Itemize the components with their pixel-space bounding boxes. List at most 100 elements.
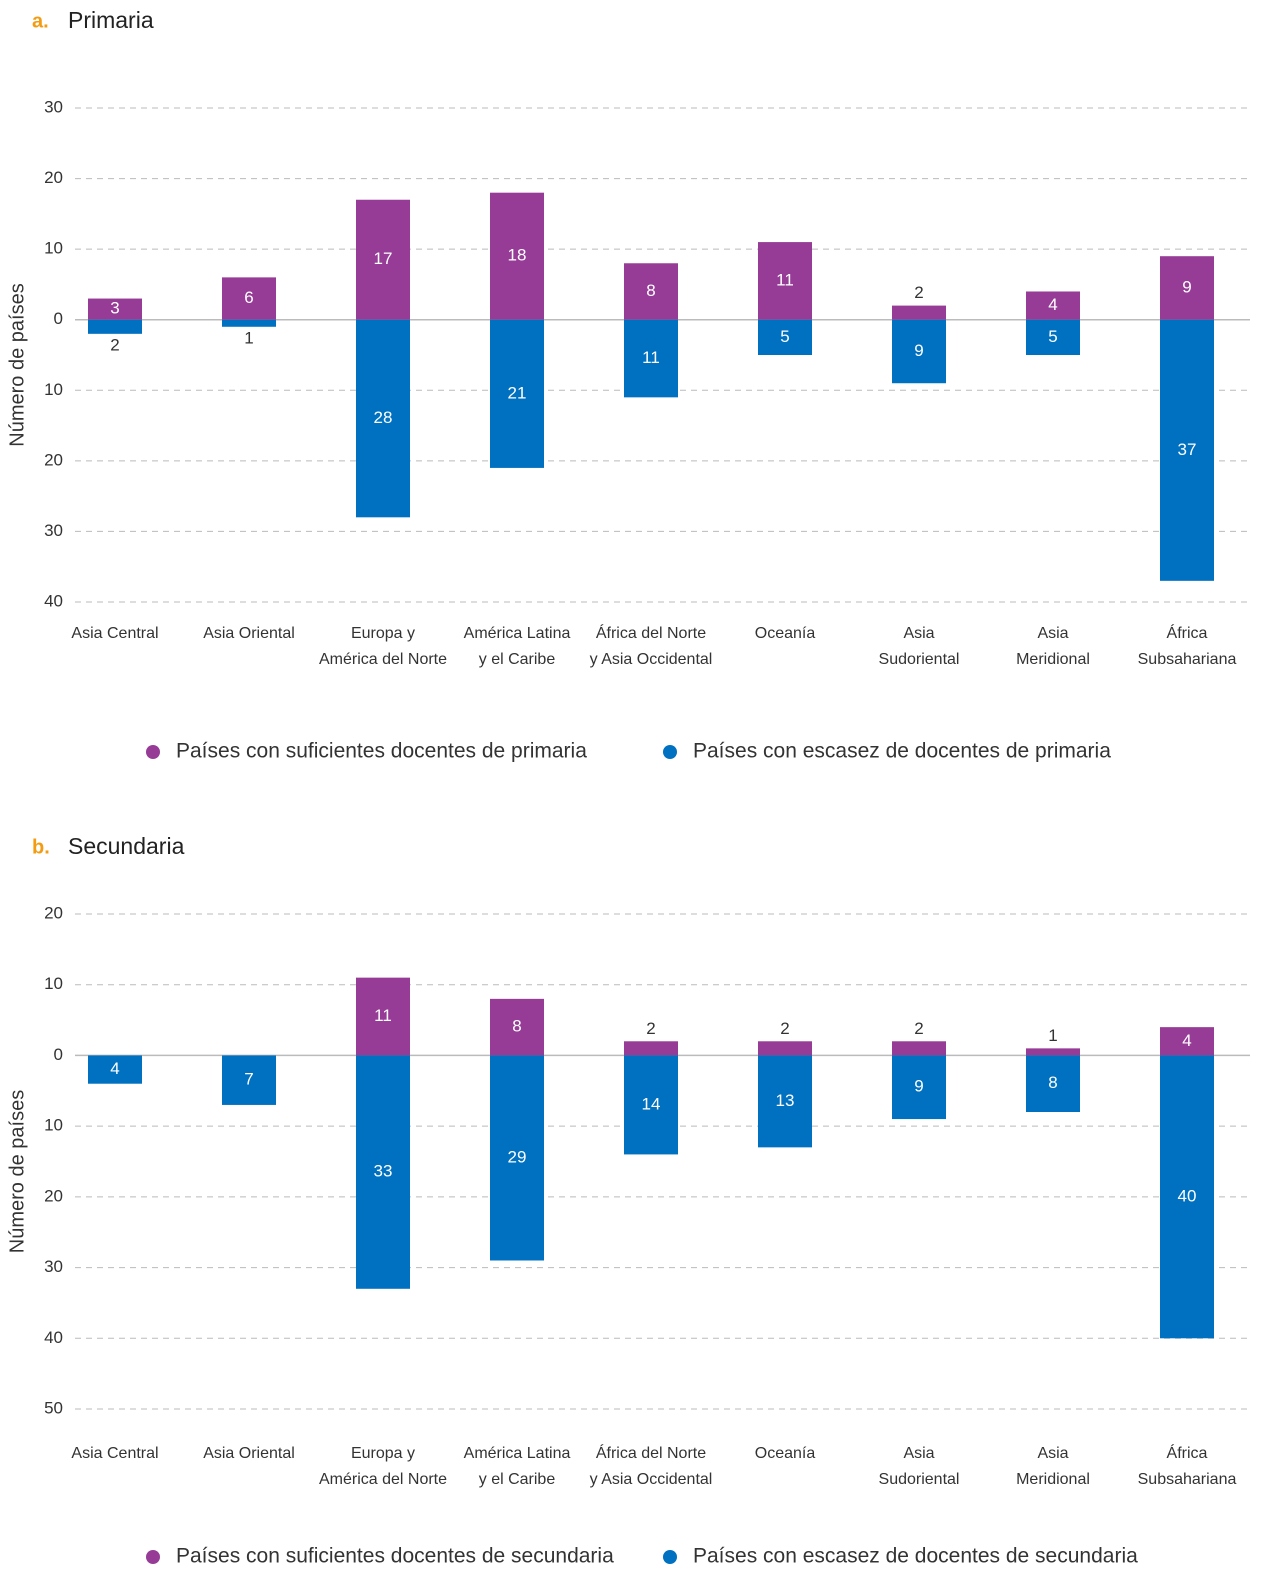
value-label: 5 [780, 327, 789, 346]
bar [1160, 1027, 1214, 1056]
x-tick-label: y el Caribe [479, 1471, 556, 1488]
value-label: 33 [374, 1162, 393, 1181]
value-label: 29 [508, 1147, 527, 1166]
x-tick-label: Asia Oriental [203, 1445, 295, 1462]
bar [1026, 1048, 1080, 1056]
y-axis-label: Número de países [6, 1090, 28, 1253]
x-tick-label: África del Norte [596, 623, 706, 642]
y-tick-label: 40 [44, 591, 63, 610]
value-label: 11 [776, 270, 794, 289]
value-label: 1 [244, 328, 253, 347]
bar [490, 998, 544, 1056]
value-label: 6 [244, 288, 253, 307]
value-label: 14 [642, 1094, 661, 1113]
x-tick-label: África del Norte [596, 1443, 706, 1462]
x-tick-label: Subsahariana [1138, 651, 1237, 668]
value-label: 17 [374, 249, 393, 268]
x-tick-label: América Latina [464, 1445, 571, 1462]
bar [490, 319, 544, 468]
y-axis-label: Número de países [6, 283, 28, 446]
x-tick-label: Europa y [351, 1445, 415, 1462]
value-label: 37 [1178, 440, 1197, 459]
y-tick-label: 20 [44, 1186, 63, 1205]
x-tick-label: América del Norte [319, 651, 447, 668]
value-label: 18 [508, 246, 527, 265]
x-tick-label: y el Caribe [479, 651, 556, 668]
bar [88, 298, 142, 320]
bar [892, 1041, 946, 1056]
value-label: 8 [512, 1017, 521, 1036]
bar [758, 242, 812, 320]
y-tick-label: 0 [54, 1045, 63, 1064]
x-tick-label: América del Norte [319, 1471, 447, 1488]
value-label: 9 [914, 1077, 923, 1096]
value-label: 2 [646, 1019, 655, 1038]
bar [892, 319, 946, 384]
legend-label: Países con escasez de docentes de primar… [693, 740, 1111, 763]
bar [222, 319, 276, 327]
bar [758, 319, 812, 355]
value-label: 4 [1182, 1031, 1191, 1050]
y-tick-label: 0 [54, 309, 63, 328]
bar [222, 277, 276, 320]
bar [1026, 319, 1080, 355]
y-tick-label: 30 [44, 1257, 63, 1276]
y-tick-label: 20 [44, 903, 63, 922]
legend-marker [146, 745, 160, 759]
bar [892, 1055, 946, 1120]
x-tick-label: Asia [903, 1445, 934, 1462]
bar [490, 192, 544, 320]
value-label: 1 [1048, 1026, 1057, 1045]
bar [624, 319, 678, 398]
value-label: 2 [780, 1019, 789, 1038]
legend-marker [146, 1550, 160, 1564]
bar [222, 1055, 276, 1105]
bar [356, 199, 410, 320]
x-tick-label: Europa y [351, 625, 415, 642]
x-tick-label: Asia [1037, 625, 1068, 642]
y-tick-label: 10 [44, 1116, 63, 1135]
x-tick-label: Asia Central [71, 625, 158, 642]
bar [624, 263, 678, 320]
x-tick-label: Meridional [1016, 1471, 1090, 1488]
bar [490, 1055, 544, 1261]
legend-label: Países con suficientes docentes de prima… [176, 740, 587, 763]
y-tick-label: 20 [44, 450, 63, 469]
bar [356, 319, 410, 518]
y-tick-label: 30 [44, 521, 63, 540]
x-tick-label: África [1167, 1443, 1208, 1462]
x-tick-label: Asia [1037, 1445, 1068, 1462]
value-label: 3 [110, 299, 119, 318]
bar [88, 1055, 142, 1084]
x-tick-label: Asia Central [71, 1445, 158, 1462]
value-label: 2 [914, 1019, 923, 1038]
value-label: 8 [646, 281, 655, 300]
legend-marker [663, 1550, 677, 1564]
bar [88, 319, 142, 334]
bar [356, 977, 410, 1056]
x-tick-label: Sudoriental [879, 651, 960, 668]
y-tick-label: 10 [44, 239, 63, 258]
bar [1160, 256, 1214, 320]
y-tick-label: 10 [44, 380, 63, 399]
x-tick-label: Oceanía [755, 625, 816, 642]
y-tick-label: 10 [44, 974, 63, 993]
value-label: 4 [110, 1059, 119, 1078]
y-tick-label: 20 [44, 168, 63, 187]
value-label: 21 [508, 383, 527, 402]
legend-label: Países con suficientes docentes de secun… [176, 1545, 614, 1568]
x-tick-label: América Latina [464, 625, 571, 642]
x-tick-label: Meridional [1016, 651, 1090, 668]
value-label: 40 [1178, 1186, 1197, 1205]
bar [1026, 1055, 1080, 1112]
value-label: 11 [642, 348, 660, 367]
bar [1026, 291, 1080, 320]
value-label: 7 [244, 1070, 253, 1089]
x-tick-label: Subsahariana [1138, 1471, 1237, 1488]
value-label: 2 [110, 335, 119, 354]
value-label: 2 [914, 283, 923, 302]
value-label: 11 [374, 1006, 392, 1025]
panel-title: Primaria [68, 7, 154, 33]
legend-label: Países con escasez de docentes de secund… [693, 1545, 1138, 1568]
bar [1160, 1055, 1214, 1339]
